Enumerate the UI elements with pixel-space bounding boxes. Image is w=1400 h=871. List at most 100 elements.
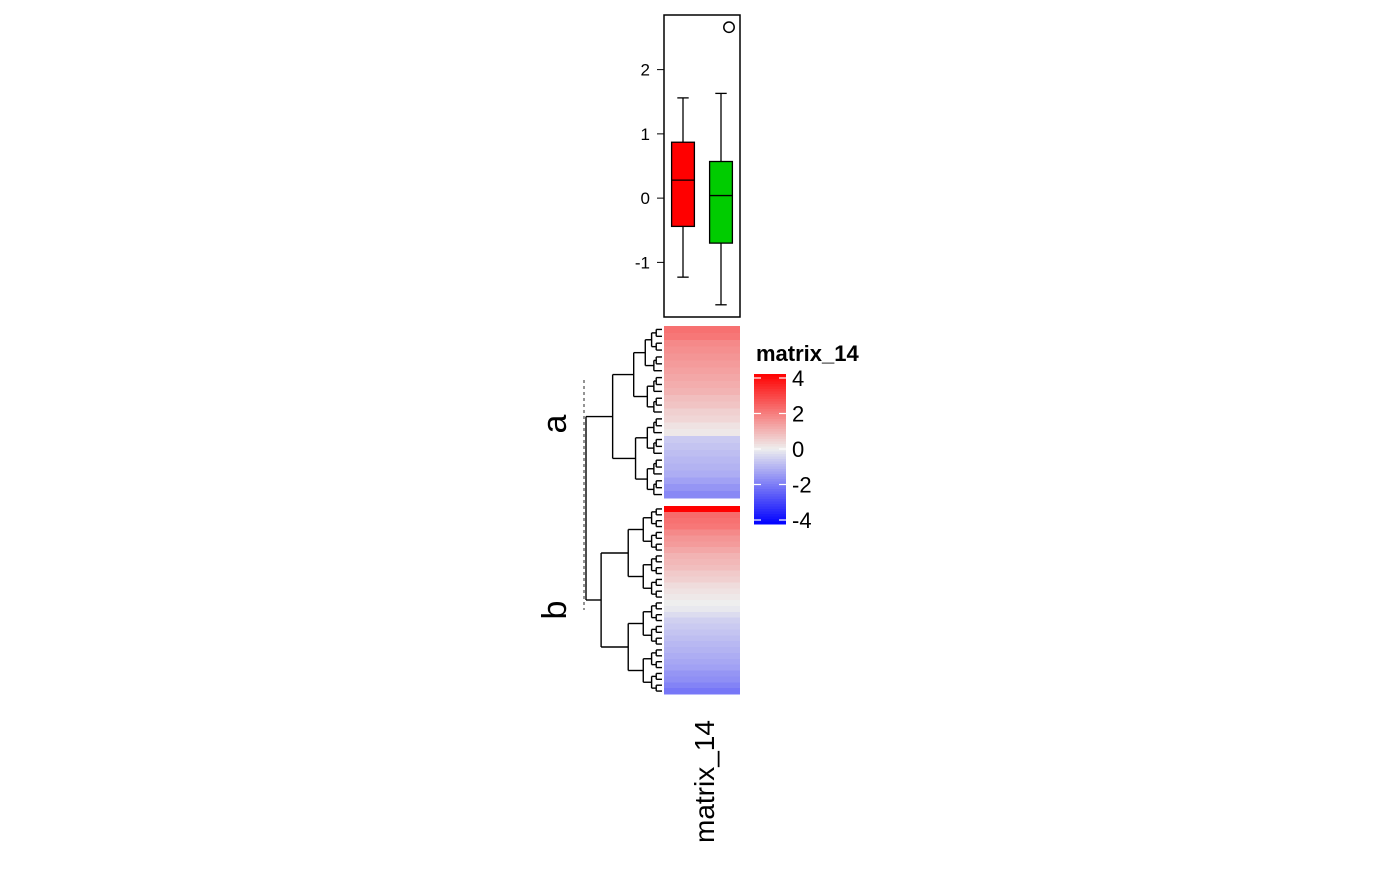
y-tick-label: -1	[635, 253, 650, 272]
legend-color-step	[754, 469, 786, 472]
legend-color-step	[754, 436, 786, 440]
legend-color-step	[754, 491, 786, 495]
legend-color-step	[754, 466, 786, 470]
heatmap-cell	[664, 387, 740, 396]
legend-color-step	[754, 504, 786, 507]
legend-color-step	[754, 419, 786, 422]
heatmap-cell	[664, 564, 740, 572]
legend-color-step	[754, 406, 786, 410]
legend-color-step	[754, 376, 786, 380]
heatmap-cell	[664, 360, 740, 368]
heatmap-legend: matrix_144 2 0 -2 -4	[754, 341, 860, 533]
legend-title: matrix_14	[756, 341, 860, 366]
heatmap-cell	[664, 594, 740, 601]
heatmap-cell	[664, 353, 740, 361]
legend-color-step	[754, 509, 786, 512]
slice-title-a: a	[536, 414, 574, 433]
heatmap-cell	[664, 436, 740, 444]
legend-color-step	[754, 394, 786, 397]
legend-color-step	[754, 434, 786, 437]
heatmap-cell	[664, 558, 740, 566]
heatmap-cell	[664, 484, 740, 492]
box-outlier-point	[723, 21, 735, 34]
heatmap-cell	[664, 470, 740, 478]
heatmap-cell	[664, 442, 740, 451]
heatmap-cell	[664, 617, 740, 624]
heatmap-cell	[664, 570, 740, 577]
heatmap-cell	[664, 367, 740, 375]
heatmap-cell	[664, 647, 740, 654]
legend-color-step	[754, 514, 786, 517]
legend-color-step	[754, 479, 786, 482]
heatmap-cell	[664, 688, 740, 695]
legend-color-step	[754, 519, 786, 522]
heatmap-cell	[664, 535, 740, 542]
heatmap-cell	[664, 415, 740, 423]
heatmap-cell	[664, 588, 740, 595]
heatmap-cell	[664, 682, 740, 689]
legend-color-step	[754, 431, 786, 435]
legend-label: -4	[792, 508, 812, 533]
legend-color-step	[754, 459, 786, 462]
legend-color-step	[754, 401, 786, 405]
heatmap-cell	[664, 664, 740, 671]
legend-color-step	[754, 451, 786, 455]
column-label: matrix_14	[689, 720, 720, 843]
heatmap-cell	[664, 670, 740, 677]
heatmap-cell	[664, 541, 740, 548]
box-a	[670, 141, 696, 228]
heatmap-cell	[664, 346, 740, 354]
heatmap-cell	[664, 605, 740, 613]
legend-color-step	[754, 396, 786, 400]
legend-color-step	[754, 411, 786, 415]
legend-color-step	[754, 506, 786, 510]
heatmap-cell	[664, 582, 740, 589]
legend-color-step	[754, 499, 786, 502]
legend-color-step	[754, 409, 786, 412]
legend-label: 4	[792, 366, 804, 391]
row-slice-titles: ab	[536, 414, 574, 619]
heatmap-cell	[664, 553, 740, 560]
heatmap-cell	[664, 511, 740, 519]
heatmap-cell	[664, 394, 740, 403]
legend-color-step	[754, 461, 786, 465]
heatmap-cell	[664, 576, 740, 583]
legend-color-step	[754, 456, 786, 460]
heatmap-cell	[664, 523, 740, 530]
boxplot-annotation: -1 0 1 2	[635, 14, 741, 318]
box-b	[708, 160, 734, 244]
legend-color-step	[754, 501, 786, 505]
legend-color-step	[754, 454, 786, 457]
legend-label: -2	[792, 473, 812, 498]
heatmap-cell	[664, 456, 740, 464]
heatmap-cell	[664, 339, 740, 348]
legend-color-step	[754, 399, 786, 402]
legend-color-step	[754, 389, 786, 392]
heatmap-cell	[664, 529, 740, 536]
legend-color-step	[754, 511, 786, 515]
legend-color-step	[754, 471, 786, 475]
heatmap-cell	[664, 600, 740, 607]
slice-title-b: b	[536, 601, 574, 620]
legend-color-step	[754, 426, 786, 430]
legend-color-step	[754, 476, 786, 480]
heatmap-cell	[664, 477, 740, 485]
legend-color-step	[754, 441, 786, 445]
heatmap-cell	[664, 658, 740, 666]
heatmap-cell	[664, 332, 740, 341]
heatmap-cell	[664, 491, 740, 499]
legend-color-step	[754, 496, 786, 500]
heatmap-cell	[664, 611, 740, 619]
legend-color-step	[754, 391, 786, 395]
heatmap-cell	[664, 517, 740, 525]
heatmap-cell	[664, 635, 740, 642]
legend-color-step	[754, 464, 786, 467]
legend-color-step	[754, 414, 786, 417]
legend-color-step	[754, 481, 786, 485]
legend-color-step	[754, 444, 786, 447]
legend-color-step	[754, 416, 786, 420]
legend-label: 2	[792, 402, 804, 427]
y-tick-label: 0	[641, 189, 650, 208]
